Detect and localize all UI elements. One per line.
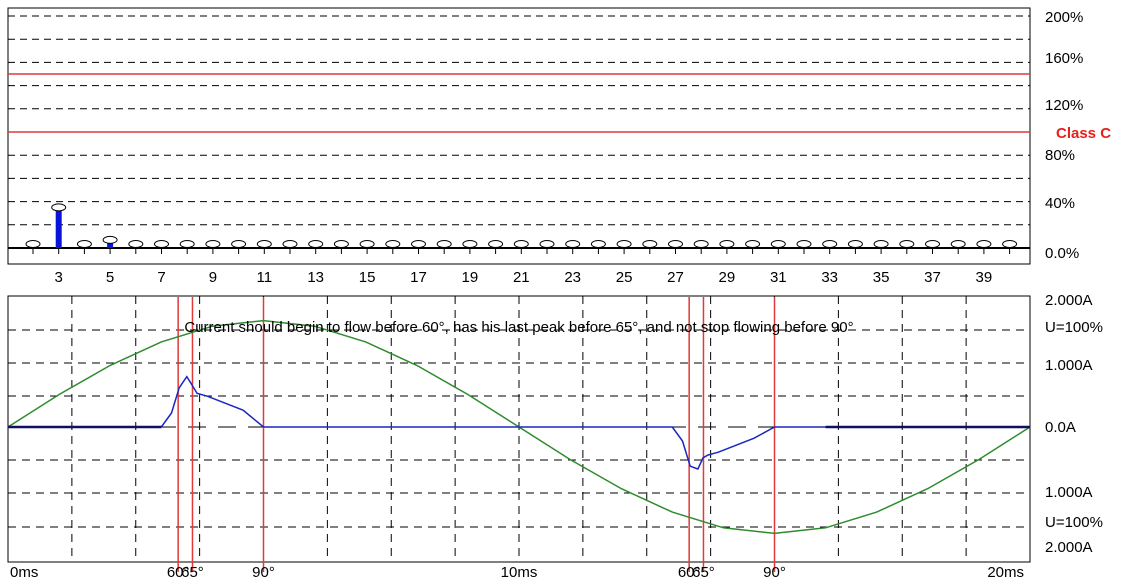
harmonics-limit-lines bbox=[8, 73, 1030, 133]
harmonic-limit-marker bbox=[462, 240, 478, 248]
angle-marker-label: 90° bbox=[252, 564, 275, 580]
harmonic-bar bbox=[55, 207, 62, 248]
waveform-y-tick-label: 2.000A bbox=[1045, 539, 1093, 556]
angle-marker-label: 60° bbox=[167, 564, 190, 580]
waveform-chart: Current should begin to flow before 60°,… bbox=[7, 292, 1103, 580]
harmonic-limit-marker bbox=[385, 240, 401, 248]
harmonic-limit-marker bbox=[642, 240, 658, 248]
harmonics-x-tick-label: 7 bbox=[157, 269, 165, 286]
harmonic-limit-marker bbox=[513, 240, 529, 248]
harmonic-limit-marker bbox=[796, 240, 812, 248]
harmonic-limit-marker bbox=[436, 240, 452, 248]
harmonic-limit-marker bbox=[308, 240, 324, 248]
harmonics-y-labels: 200% 160% 120% 80% 40% 0.0% bbox=[1045, 9, 1083, 262]
harmonic-limit-marker bbox=[282, 240, 298, 248]
harmonic-limit-marker bbox=[179, 240, 195, 248]
harmonic-limit-marker bbox=[205, 240, 221, 248]
harmonic-limit-marker bbox=[565, 240, 581, 248]
harmonic-limit-marker bbox=[1002, 240, 1018, 248]
harmonics-y-tick-label: 80% bbox=[1045, 147, 1075, 164]
harmonic-limit-marker bbox=[25, 240, 41, 248]
angle-marker-label: 60° bbox=[678, 564, 701, 580]
harmonics-x-tick-label: 35 bbox=[873, 269, 890, 286]
harmonics-y-tick-label: 200% bbox=[1045, 9, 1083, 26]
harmonic-limit-marker bbox=[899, 240, 915, 248]
harmonic-limit-marker bbox=[128, 240, 144, 248]
angle-marker-label: 90° bbox=[763, 564, 786, 580]
harmonics-x-tick-label: 11 bbox=[257, 269, 273, 286]
waveform-y-tick-label: 1.000A bbox=[1045, 357, 1093, 374]
harmonic-limit-marker bbox=[693, 240, 709, 248]
waveform-series bbox=[7, 319, 1031, 535]
waveform-y-tick-label: 0.0A bbox=[1045, 419, 1076, 436]
waveform-y-tick-label: 2.000A bbox=[1045, 292, 1093, 309]
harmonic-limit-marker bbox=[488, 240, 504, 248]
harmonic-limit-marker bbox=[102, 235, 118, 244]
current-waveform bbox=[8, 375, 1030, 470]
harmonic-limit-marker bbox=[154, 240, 169, 248]
waveform-x-tick-label: 10ms bbox=[501, 564, 538, 580]
harmonic-limit-marker bbox=[411, 240, 426, 248]
harmonics-x-tick-label: 13 bbox=[307, 269, 324, 286]
harmonic-limit-marker bbox=[976, 240, 992, 248]
harmonic-limit-marker bbox=[822, 240, 838, 248]
harmonics-x-tick-label: 19 bbox=[462, 269, 479, 286]
harmonics-x-tick-label: 39 bbox=[976, 269, 993, 286]
harmonics-y-tick-label: 0.0% bbox=[1045, 245, 1079, 262]
harmonics-x-tick-label: 33 bbox=[821, 269, 838, 286]
harmonics-x-tick-label: 21 bbox=[513, 269, 530, 286]
harmonics-x-ticks: 3 5 7 9 11 13 15 17 19 21 23 25 27 29 31 33 35 37 39 bbox=[32, 248, 1011, 286]
harmonic-limit-marker bbox=[668, 240, 683, 248]
harmonic-limit-marker bbox=[770, 240, 786, 248]
harmonic-limit-marker bbox=[539, 240, 555, 248]
waveform-y-tick-label: 1.000A bbox=[1045, 484, 1093, 501]
harmonics-x-tick-label: 31 bbox=[770, 269, 787, 286]
harmonics-x-tick-label: 27 bbox=[667, 269, 684, 286]
waveform-y-labels: 2.000A U=100% 1.000A 0.0A 1.000A U=100% 2.000A bbox=[1045, 292, 1103, 556]
harmonics-x-tick-label: 9 bbox=[209, 269, 217, 286]
harmonics-x-tick-label: 17 bbox=[410, 269, 427, 286]
harmonics-x-tick-label: 25 bbox=[616, 269, 633, 286]
harmonic-limit-marker bbox=[616, 240, 632, 248]
harmonics-x-tick-label: 23 bbox=[564, 269, 581, 286]
class-c-label: Class C bbox=[1056, 125, 1111, 142]
harmonic-limit-marker bbox=[925, 240, 940, 248]
angle-marker-lines bbox=[177, 297, 776, 572]
harmonics-y-tick-label: 40% bbox=[1045, 195, 1075, 212]
harmonic-limit-marker bbox=[333, 240, 349, 248]
angle-marker-label: 65° bbox=[692, 564, 715, 580]
harmonic-bar bbox=[107, 239, 114, 248]
harmonic-limit-marker bbox=[745, 240, 761, 248]
harmonics-x-tick-label: 5 bbox=[106, 269, 114, 286]
harmonic-limit-marker bbox=[873, 240, 889, 248]
harmonics-bars bbox=[25, 203, 1018, 248]
harmonics-chart: 3 5 7 9 11 13 15 17 19 21 23 25 27 29 31 33 35 37 39 200%1… bbox=[7, 7, 1111, 286]
waveform-x-tick-label: 20ms bbox=[987, 564, 1024, 580]
waveform-y-tick-label: U=100% bbox=[1045, 319, 1103, 336]
harmonic-limit-marker bbox=[76, 240, 92, 248]
harmonics-x-tick-label: 29 bbox=[719, 269, 736, 286]
harmonic-limit-marker bbox=[359, 240, 375, 248]
harmonics-frame bbox=[7, 7, 1031, 265]
harmonic-limit-marker bbox=[847, 240, 863, 248]
harmonics-y-tick-label: 160% bbox=[1045, 50, 1083, 67]
harmonic-limit-marker bbox=[950, 240, 966, 248]
waveform-x-tick-label: 0ms bbox=[10, 564, 38, 580]
harmonic-limit-marker bbox=[231, 240, 247, 248]
harmonics-y-tick-label: 120% bbox=[1045, 97, 1083, 114]
harmonic-limit-marker bbox=[590, 240, 606, 248]
harmonic-limit-marker bbox=[256, 240, 272, 248]
waveform-annotation: Current should begin to flow before 60°,… bbox=[184, 319, 853, 336]
harmonics-x-tick-label: 15 bbox=[359, 269, 376, 286]
angle-marker-label: 65° bbox=[181, 564, 204, 580]
harmonics-x-tick-label: 3 bbox=[55, 269, 63, 286]
harmonic-limit-marker bbox=[719, 240, 735, 248]
waveform-y-tick-label: U=100% bbox=[1045, 514, 1103, 531]
harmonic-limit-marker bbox=[51, 203, 67, 212]
harmonics-x-tick-label: 37 bbox=[924, 269, 941, 286]
